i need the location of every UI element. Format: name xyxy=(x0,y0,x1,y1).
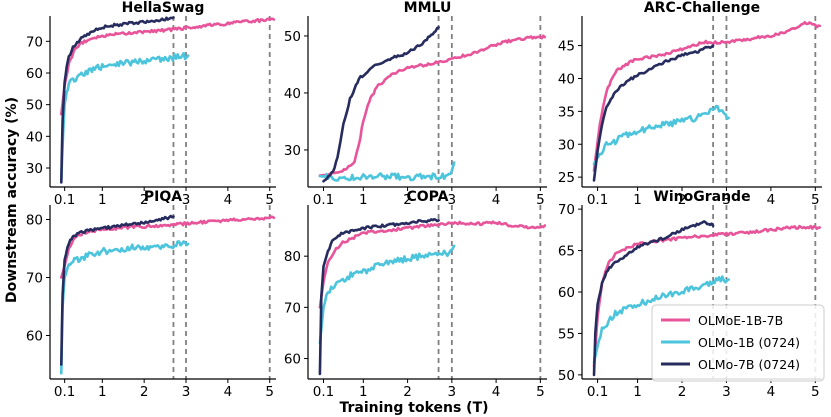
x-tick-label-copa: 2 xyxy=(403,384,412,400)
panel-copa: COPA 60 70 80 0.1 1 2 3 4 5 xyxy=(284,189,547,400)
x-tick-label-copa: 4 xyxy=(492,384,501,400)
panel-title-winogrande: WinoGrande xyxy=(653,189,750,205)
x-tick-label-mmlu: 3 xyxy=(448,192,457,208)
series-line-olmoe-1b-7b-arc-challenge xyxy=(592,20,822,172)
series-line-olmoe-1b-7b-copa xyxy=(318,220,547,309)
x-tick-label-winogrande: 4 xyxy=(767,384,776,400)
y-tick-label-arc-challenge: 45 xyxy=(558,39,575,55)
y-tick-label-winogrande: 55 xyxy=(558,326,575,342)
y-axis-label: Downstream accuracy (%) xyxy=(4,97,20,303)
y-tick-label-arc-challenge: 25 xyxy=(558,170,575,186)
series-line-olmo-1b-mmlu xyxy=(318,161,456,182)
y-tick-label-winogrande: 70 xyxy=(558,202,575,218)
y-tick-label-hellaswag: 70 xyxy=(26,34,43,50)
x-tick-label-arc-challenge: 1 xyxy=(633,192,642,208)
x-tick-label-piqa: 1 xyxy=(98,384,107,400)
x-tick-label-hellaswag: 5 xyxy=(265,192,274,208)
y-tick-label-piqa: 70 xyxy=(26,271,43,287)
x-tick-label-arc-challenge: 0.1 xyxy=(587,192,608,208)
x-tick-label-winogrande: 3 xyxy=(722,384,731,400)
series-line-olmo-7b-copa xyxy=(318,218,440,376)
series-line-olmoe-1b-7b-hellaswag xyxy=(59,17,276,116)
x-tick-label-mmlu: 5 xyxy=(536,192,545,208)
x-tick-label-piqa: 4 xyxy=(224,384,233,400)
x-tick-label-copa: 5 xyxy=(536,384,545,400)
x-tick-label-hellaswag: 1 xyxy=(98,192,107,208)
y-tick-label-winogrande: 50 xyxy=(558,368,575,384)
y-tick-label-winogrande: 65 xyxy=(558,244,575,260)
legend: OLMoE-1B-7B OLMo-1B (0724) OLMo-7B (0724… xyxy=(651,304,825,382)
x-tick-label-hellaswag: 0.1 xyxy=(54,192,75,208)
series-line-olmo-1b-arc-challenge xyxy=(592,104,731,166)
y-tick-label-copa: 80 xyxy=(284,249,301,265)
x-tick-label-mmlu: 0.1 xyxy=(313,192,334,208)
x-tick-label-mmlu: 4 xyxy=(492,192,501,208)
y-tick-label-arc-challenge: 35 xyxy=(558,104,575,120)
panel-title-piqa: PIQA xyxy=(144,189,182,205)
x-axis-label: Training tokens (T) xyxy=(339,400,488,416)
y-tick-label-hellaswag: 60 xyxy=(26,66,43,82)
x-tick-label-piqa: 0.1 xyxy=(54,384,75,400)
y-tick-label-arc-challenge: 40 xyxy=(558,71,575,87)
series-line-olmoe-1b-7b-winogrande xyxy=(592,224,822,368)
x-tick-label-arc-challenge: 5 xyxy=(811,192,820,208)
series-line-olmo-7b-hellaswag xyxy=(59,16,175,184)
legend-label-olmo-7b: OLMo-7B (0724) xyxy=(698,357,800,372)
series-line-olmo-7b-arc-challenge xyxy=(592,44,715,182)
series-line-olmo-1b-copa xyxy=(318,244,456,345)
panel-title-copa: COPA xyxy=(407,189,449,205)
x-tick-label-arc-challenge: 3 xyxy=(722,192,731,208)
panel-hellaswag: HellaSwag 30 40 50 60 70 0.1 1 2 3 4 5 xyxy=(26,0,276,208)
y-tick-label-winogrande: 60 xyxy=(558,285,575,301)
x-tick-label-hellaswag: 2 xyxy=(140,192,149,208)
y-tick-label-mmlu: 30 xyxy=(284,143,301,159)
legend-label-olmoe-1b-7b: OLMoE-1B-7B xyxy=(698,313,783,328)
series-line-olmo-1b-winogrande xyxy=(592,275,731,364)
y-tick-label-piqa: 60 xyxy=(26,329,43,345)
y-tick-label-mmlu: 50 xyxy=(284,29,301,45)
x-tick-label-arc-challenge: 4 xyxy=(767,192,776,208)
x-tick-label-hellaswag: 3 xyxy=(182,192,191,208)
x-tick-label-winogrande: 1 xyxy=(633,384,642,400)
panel-piqa: PIQA 60 70 80 0.1 1 2 3 4 5 xyxy=(26,189,276,400)
y-tick-label-hellaswag: 40 xyxy=(26,129,43,145)
x-tick-label-winogrande: 5 xyxy=(811,384,820,400)
y-tick-label-hellaswag: 30 xyxy=(26,161,43,177)
x-tick-label-piqa: 3 xyxy=(182,384,191,400)
legend-box xyxy=(651,304,825,382)
x-tick-label-copa: 3 xyxy=(448,384,457,400)
x-tick-label-hellaswag: 4 xyxy=(224,192,233,208)
panel-title-arc-challenge: ARC-Challenge xyxy=(644,0,760,16)
x-tick-label-winogrande: 2 xyxy=(678,384,687,400)
series-line-olmo-7b-mmlu xyxy=(322,26,440,183)
series-line-olmo-1b-hellaswag xyxy=(59,51,190,182)
y-tick-label-copa: 60 xyxy=(284,352,301,368)
panel-title-hellaswag: HellaSwag xyxy=(122,0,205,16)
y-tick-label-piqa: 80 xyxy=(26,213,43,229)
series-line-olmoe-1b-7b-mmlu xyxy=(318,34,547,178)
x-tick-label-winogrande: 0.1 xyxy=(587,384,608,400)
series-line-olmo-1b-piqa xyxy=(59,240,190,375)
x-tick-label-piqa: 2 xyxy=(140,384,149,400)
x-tick-label-mmlu: 1 xyxy=(359,192,368,208)
panel-title-mmlu: MMLU xyxy=(404,0,452,16)
series-line-olmo-7b-piqa xyxy=(59,214,175,366)
y-tick-label-arc-challenge: 30 xyxy=(558,137,575,153)
y-tick-label-mmlu: 40 xyxy=(284,86,301,102)
x-tick-label-piqa: 5 xyxy=(265,384,274,400)
legend-label-olmo-1b: OLMo-1B (0724) xyxy=(698,335,800,350)
y-tick-label-hellaswag: 50 xyxy=(26,98,43,114)
x-tick-label-mmlu: 2 xyxy=(403,192,412,208)
x-tick-label-copa: 1 xyxy=(359,384,368,400)
panel-mmlu: MMLU 30 40 50 0.1 1 2 3 4 5 xyxy=(284,0,547,208)
x-tick-label-arc-challenge: 2 xyxy=(678,192,687,208)
y-tick-label-copa: 70 xyxy=(284,300,301,316)
series-line-olmo-7b-winogrande xyxy=(592,220,715,377)
x-tick-label-copa: 0.1 xyxy=(313,384,334,400)
